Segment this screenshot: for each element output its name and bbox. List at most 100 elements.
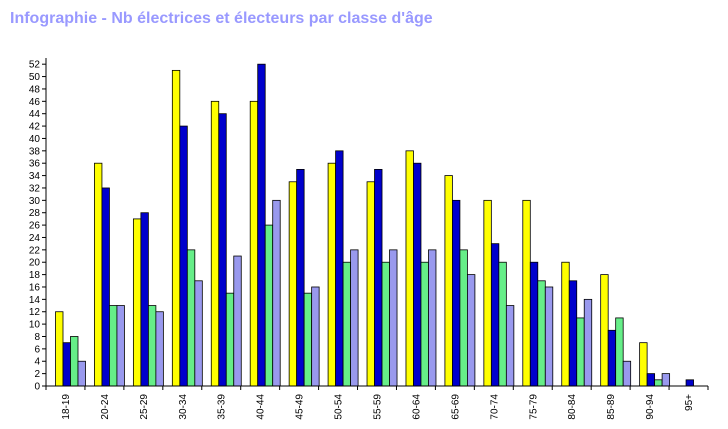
y-axis: 0246810121416182022242628303234363840424…: [29, 58, 47, 393]
bar-40-44-series-4: [272, 199, 281, 387]
x-tick-label-75-79: 75-79: [528, 394, 539, 420]
bar-25-29-series-2: [140, 212, 149, 387]
bar-20-24-series-2: [101, 187, 110, 387]
bar-75-79-series-3: [537, 280, 546, 387]
bar-40-44-series-2: [257, 63, 266, 387]
y-tick-label: 8: [34, 332, 40, 343]
bar-35-39-series-1: [210, 100, 220, 387]
bar-50-54-series-2: [335, 150, 344, 387]
x-tick-label-85-89: 85-89: [606, 394, 617, 420]
bar-65-69-series-1: [444, 175, 453, 387]
y-tick-label: 16: [29, 282, 41, 293]
bar-65-69-series-2: [452, 199, 461, 387]
bar-90-94-series-3: [654, 379, 663, 387]
bars-layer: [55, 63, 694, 387]
bar-65-69-series-3: [459, 249, 468, 387]
bar-75-79-series-2: [529, 261, 539, 387]
bar-50-54-series-3: [342, 261, 351, 387]
bar-45-49-series-2: [296, 168, 305, 387]
x-tick-label-65-69: 65-69: [450, 394, 461, 420]
y-tick-label: 42: [29, 122, 41, 133]
x-tick-label-60-64: 60-64: [411, 394, 422, 420]
y-tick-label: 46: [29, 97, 41, 108]
x-tick-label-20-24: 20-24: [100, 394, 111, 420]
bar-55-59-series-1: [366, 181, 375, 387]
y-tick-label: 0: [34, 382, 40, 393]
x-tick-label-25-29: 25-29: [139, 394, 150, 420]
bar-85-89-series-3: [615, 317, 624, 387]
bar-55-59-series-3: [381, 261, 390, 387]
bar-40-44-series-1: [249, 100, 259, 387]
y-tick-label: 40: [29, 134, 41, 145]
bar-30-34-series-3: [186, 249, 196, 387]
bar-85-89-series-1: [600, 274, 609, 387]
y-tick-label: 6: [34, 344, 40, 355]
bar-70-74-series-3: [498, 261, 507, 387]
y-tick-label: 12: [29, 307, 41, 318]
y-tick-label: 26: [29, 221, 41, 232]
x-tick-label-18-19: 18-19: [61, 394, 72, 420]
y-tick-label: 10: [29, 320, 41, 331]
bar-30-34-series-2: [179, 125, 188, 387]
y-tick-label: 32: [29, 183, 41, 194]
y-tick-label: 38: [29, 146, 41, 157]
bar-85-89-series-2: [607, 329, 617, 387]
bar-80-84-series-3: [576, 317, 585, 387]
bar-50-54-series-1: [327, 162, 336, 387]
bar-75-79-series-1: [522, 199, 531, 387]
bar-25-29-series-1: [132, 218, 142, 387]
bar-75-79-series-4: [544, 286, 554, 387]
bar-25-29-series-3: [147, 305, 157, 387]
y-tick-label: 18: [29, 270, 41, 281]
bar-80-84-series-4: [583, 298, 593, 387]
bar-20-24-series-4: [116, 305, 125, 387]
x-tick-label-45-49: 45-49: [295, 394, 306, 420]
bar-90-94-series-2: [646, 373, 656, 387]
bar-35-39-series-4: [233, 255, 242, 387]
y-tick-label: 52: [29, 60, 41, 71]
bar-30-34-series-4: [194, 280, 203, 387]
bar-18-19-series-3: [70, 336, 79, 387]
y-tick-label: 34: [29, 171, 41, 182]
bar-40-44-series-3: [264, 224, 274, 387]
x-tick-label-70-74: 70-74: [489, 394, 500, 420]
y-tick-label: 50: [29, 72, 41, 83]
bar-80-84-series-1: [561, 261, 570, 387]
bar-60-64-series-4: [428, 249, 437, 387]
bar-60-64-series-2: [413, 162, 422, 387]
bar-45-49-series-1: [288, 181, 298, 387]
bar-18-19-series-4: [77, 360, 86, 387]
x-tick-label-40-44: 40-44: [256, 394, 267, 420]
y-tick-label: 36: [29, 159, 41, 170]
x-axis: 18-19 20-24 25-29 30-34 35-39 40-44 45-49 50-54…: [45, 385, 709, 420]
bar-20-24-series-3: [109, 305, 118, 387]
y-tick-label: 20: [29, 258, 41, 269]
x-tick-label-55-59: 55-59: [373, 394, 384, 420]
y-tick-label: 22: [29, 245, 41, 256]
y-tick-label: 30: [29, 196, 41, 207]
y-tick-label: 2: [34, 369, 40, 380]
bar-35-39-series-2: [218, 113, 227, 387]
x-tick-label-50-54: 50-54: [334, 394, 345, 420]
bar-18-19-series-1: [55, 311, 64, 387]
y-tick-label: 14: [29, 295, 41, 306]
y-tick-label: 44: [29, 109, 41, 120]
y-tick-label: 24: [29, 233, 41, 244]
bar-20-24-series-1: [94, 162, 103, 387]
bar-85-89-series-4: [622, 360, 632, 387]
y-tick-label: 28: [29, 208, 41, 219]
y-tick-label: 4: [34, 357, 40, 368]
bar-70-74-series-4: [505, 305, 515, 387]
bar-95+-series-2: [685, 379, 694, 387]
bar-18-19-series-2: [62, 342, 71, 387]
bar-55-59-series-4: [389, 249, 398, 387]
bar-90-94-series-1: [639, 342, 648, 387]
x-tick-label-80-84: 80-84: [567, 394, 578, 420]
bar-25-29-series-4: [155, 311, 164, 387]
bar-70-74-series-2: [490, 243, 500, 387]
bar-55-59-series-2: [374, 168, 383, 387]
bar-30-34-series-1: [171, 69, 181, 387]
bar-45-49-series-4: [311, 286, 320, 387]
y-tick-label: 48: [29, 84, 41, 95]
bar-45-49-series-3: [303, 292, 313, 387]
